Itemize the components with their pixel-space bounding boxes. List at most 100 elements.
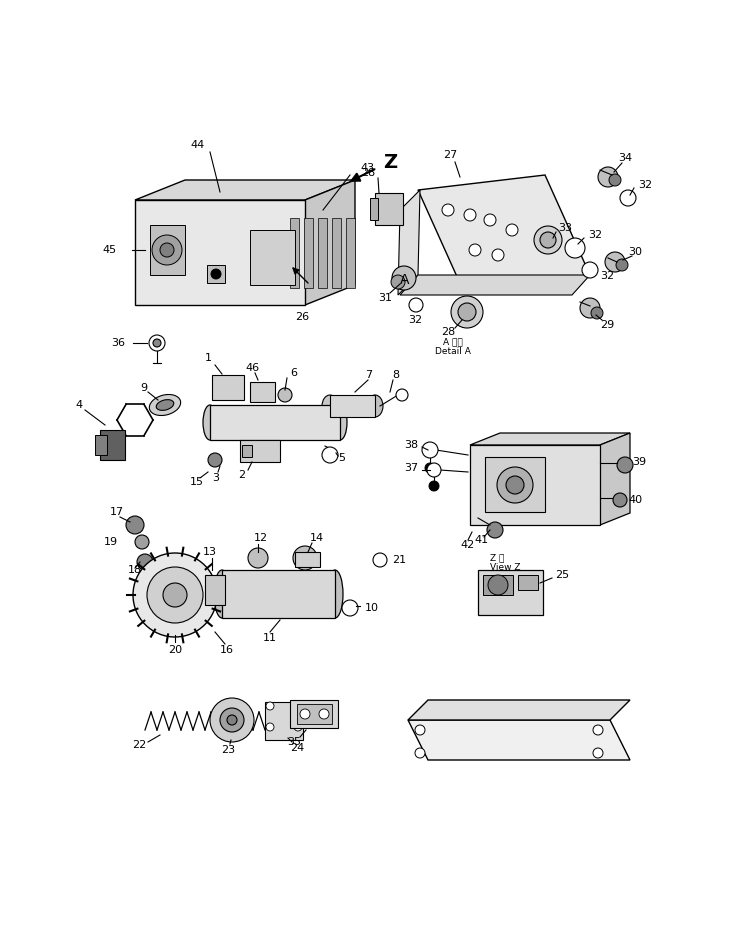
Circle shape: [153, 339, 161, 347]
Bar: [297, 704, 332, 724]
Ellipse shape: [322, 395, 338, 417]
Circle shape: [488, 575, 508, 595]
Text: 45: 45: [103, 245, 117, 255]
Text: 30: 30: [628, 247, 642, 257]
Text: 40: 40: [628, 495, 642, 505]
Bar: [212, 375, 244, 400]
Circle shape: [506, 224, 518, 236]
Text: 27: 27: [443, 150, 457, 160]
Circle shape: [133, 553, 217, 637]
Text: 34: 34: [618, 153, 632, 163]
Text: 2: 2: [238, 470, 245, 480]
Text: 18: 18: [128, 565, 142, 575]
Ellipse shape: [327, 570, 343, 618]
Text: 36: 36: [111, 338, 125, 348]
Circle shape: [319, 709, 329, 719]
Ellipse shape: [214, 570, 230, 618]
Text: 22: 22: [132, 740, 146, 750]
Text: 32: 32: [408, 315, 422, 325]
Circle shape: [396, 389, 408, 401]
Circle shape: [415, 748, 425, 758]
Circle shape: [484, 214, 496, 226]
Bar: [210, 405, 340, 440]
Bar: [295, 552, 320, 567]
Text: 28: 28: [441, 327, 455, 337]
Ellipse shape: [203, 405, 217, 440]
Text: 16: 16: [220, 645, 234, 655]
Text: 6: 6: [290, 368, 297, 378]
Text: 3: 3: [212, 473, 219, 483]
Text: 15: 15: [190, 477, 204, 487]
Text: 29: 29: [600, 320, 614, 330]
Circle shape: [425, 463, 435, 473]
Bar: [304, 218, 313, 288]
Circle shape: [427, 463, 441, 477]
Circle shape: [492, 249, 504, 261]
Circle shape: [342, 600, 358, 616]
Circle shape: [391, 275, 405, 289]
Polygon shape: [600, 433, 630, 525]
Circle shape: [582, 262, 598, 278]
Circle shape: [620, 190, 636, 206]
Ellipse shape: [333, 405, 347, 440]
Bar: [370, 198, 378, 220]
Circle shape: [593, 748, 603, 758]
Circle shape: [210, 698, 254, 742]
Circle shape: [593, 725, 603, 735]
Text: Detail A: Detail A: [435, 348, 471, 356]
Text: 20: 20: [168, 645, 182, 655]
Circle shape: [458, 303, 476, 321]
Polygon shape: [408, 700, 630, 720]
Circle shape: [429, 481, 439, 491]
Circle shape: [227, 715, 237, 725]
Circle shape: [160, 243, 174, 257]
Circle shape: [266, 723, 274, 731]
Text: 12: 12: [254, 533, 268, 543]
Text: 10: 10: [365, 603, 379, 613]
Bar: [265, 702, 303, 740]
Ellipse shape: [278, 388, 292, 402]
Circle shape: [487, 522, 503, 538]
Text: 19: 19: [104, 537, 118, 547]
Bar: [478, 570, 543, 615]
Circle shape: [163, 583, 187, 607]
Circle shape: [392, 266, 416, 290]
Circle shape: [294, 723, 302, 731]
Circle shape: [540, 232, 556, 248]
Circle shape: [300, 709, 310, 719]
Text: 28: 28: [361, 168, 375, 178]
Circle shape: [409, 298, 423, 312]
Polygon shape: [408, 720, 630, 760]
Polygon shape: [150, 225, 185, 275]
Circle shape: [617, 457, 633, 473]
Bar: [470, 445, 600, 525]
Bar: [330, 395, 375, 417]
Text: A 详图: A 详图: [443, 338, 463, 346]
Circle shape: [293, 546, 317, 570]
Circle shape: [137, 554, 153, 570]
Text: View Z: View Z: [490, 564, 521, 572]
Circle shape: [147, 567, 203, 623]
Bar: [318, 218, 327, 288]
Text: 31: 31: [378, 293, 392, 303]
Polygon shape: [305, 180, 355, 305]
Text: 24: 24: [290, 743, 304, 753]
Bar: [250, 382, 275, 402]
Text: 39: 39: [632, 457, 646, 467]
Text: 9: 9: [140, 383, 147, 393]
Circle shape: [591, 307, 603, 319]
Circle shape: [534, 226, 562, 254]
Bar: [518, 575, 538, 590]
Bar: [485, 457, 545, 512]
Circle shape: [422, 442, 438, 458]
Text: A: A: [400, 273, 409, 287]
Circle shape: [294, 702, 302, 710]
Polygon shape: [470, 433, 630, 445]
Circle shape: [598, 167, 618, 187]
Bar: [250, 230, 295, 285]
Circle shape: [506, 476, 524, 494]
Circle shape: [497, 467, 533, 503]
Text: 4: 4: [75, 400, 82, 410]
Text: 41: 41: [474, 535, 488, 545]
Circle shape: [322, 447, 338, 463]
